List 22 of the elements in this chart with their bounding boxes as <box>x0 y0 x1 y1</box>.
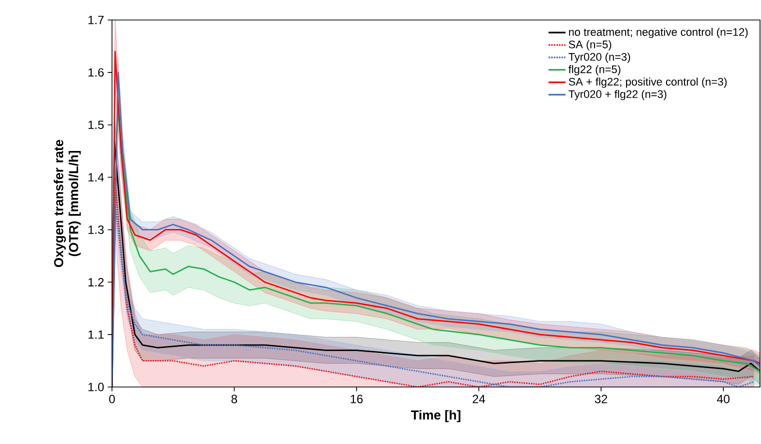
y-tick-label: 1.4 <box>88 173 104 182</box>
x-tick-label: 8 <box>231 394 238 404</box>
y-tick-label: 1.5 <box>88 120 104 130</box>
x-axis-title: Time [h] <box>411 410 460 422</box>
legend-label: flg22 (n=5) <box>568 65 620 76</box>
legend-label: Tyr020 + flg22 (n=3) <box>568 90 666 100</box>
y-axis-title: Oxygen transfer rate (OTR) [mmol/L/h] <box>54 140 81 268</box>
x-tick-label: 0 <box>109 394 115 404</box>
y-tick-label: 1.6 <box>88 68 104 77</box>
y-tick-label: 1.2 <box>88 278 104 286</box>
legend-label: Tyr020 (n=3) <box>568 52 630 63</box>
legend-label: no treatment; negative control (n=12) <box>569 28 748 38</box>
x-tick-label: 32 <box>594 394 608 404</box>
legend-label: SA (n=5) <box>568 40 612 50</box>
y-tick-label: 1.3 <box>88 225 104 234</box>
legend-label: SA + flg22; positive control (n=3) <box>568 78 727 88</box>
y-tick-label: 1.1 <box>88 330 104 339</box>
x-tick-label: 24 <box>472 394 486 404</box>
y-tick-label: 1.0 <box>88 382 104 392</box>
x-tick-label: 16 <box>350 394 363 404</box>
y-tick-label: 1.7 <box>88 16 104 24</box>
x-tick-label: 40 <box>716 394 730 404</box>
